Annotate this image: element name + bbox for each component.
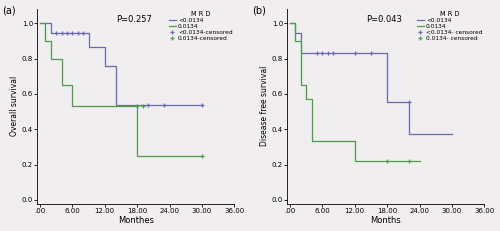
Legend: <0.0134, 0.0134, <0.0134- censored, 0.0134- censored: <0.0134, 0.0134, <0.0134- censored, 0.01… <box>416 10 483 41</box>
Y-axis label: Disease free survival: Disease free survival <box>260 66 269 146</box>
Legend: <0.0134, 0.0134, <0.0134-censored, 0.0134-censored: <0.0134, 0.0134, <0.0134-censored, 0.013… <box>168 10 233 41</box>
Text: (b): (b) <box>252 5 266 15</box>
Text: P=0.043: P=0.043 <box>366 15 402 24</box>
X-axis label: Months: Months <box>370 216 401 225</box>
X-axis label: Monthes: Monthes <box>118 216 154 225</box>
Text: (a): (a) <box>2 5 16 15</box>
Text: P=0.257: P=0.257 <box>116 15 152 24</box>
Y-axis label: Overall survival: Overall survival <box>10 76 19 137</box>
